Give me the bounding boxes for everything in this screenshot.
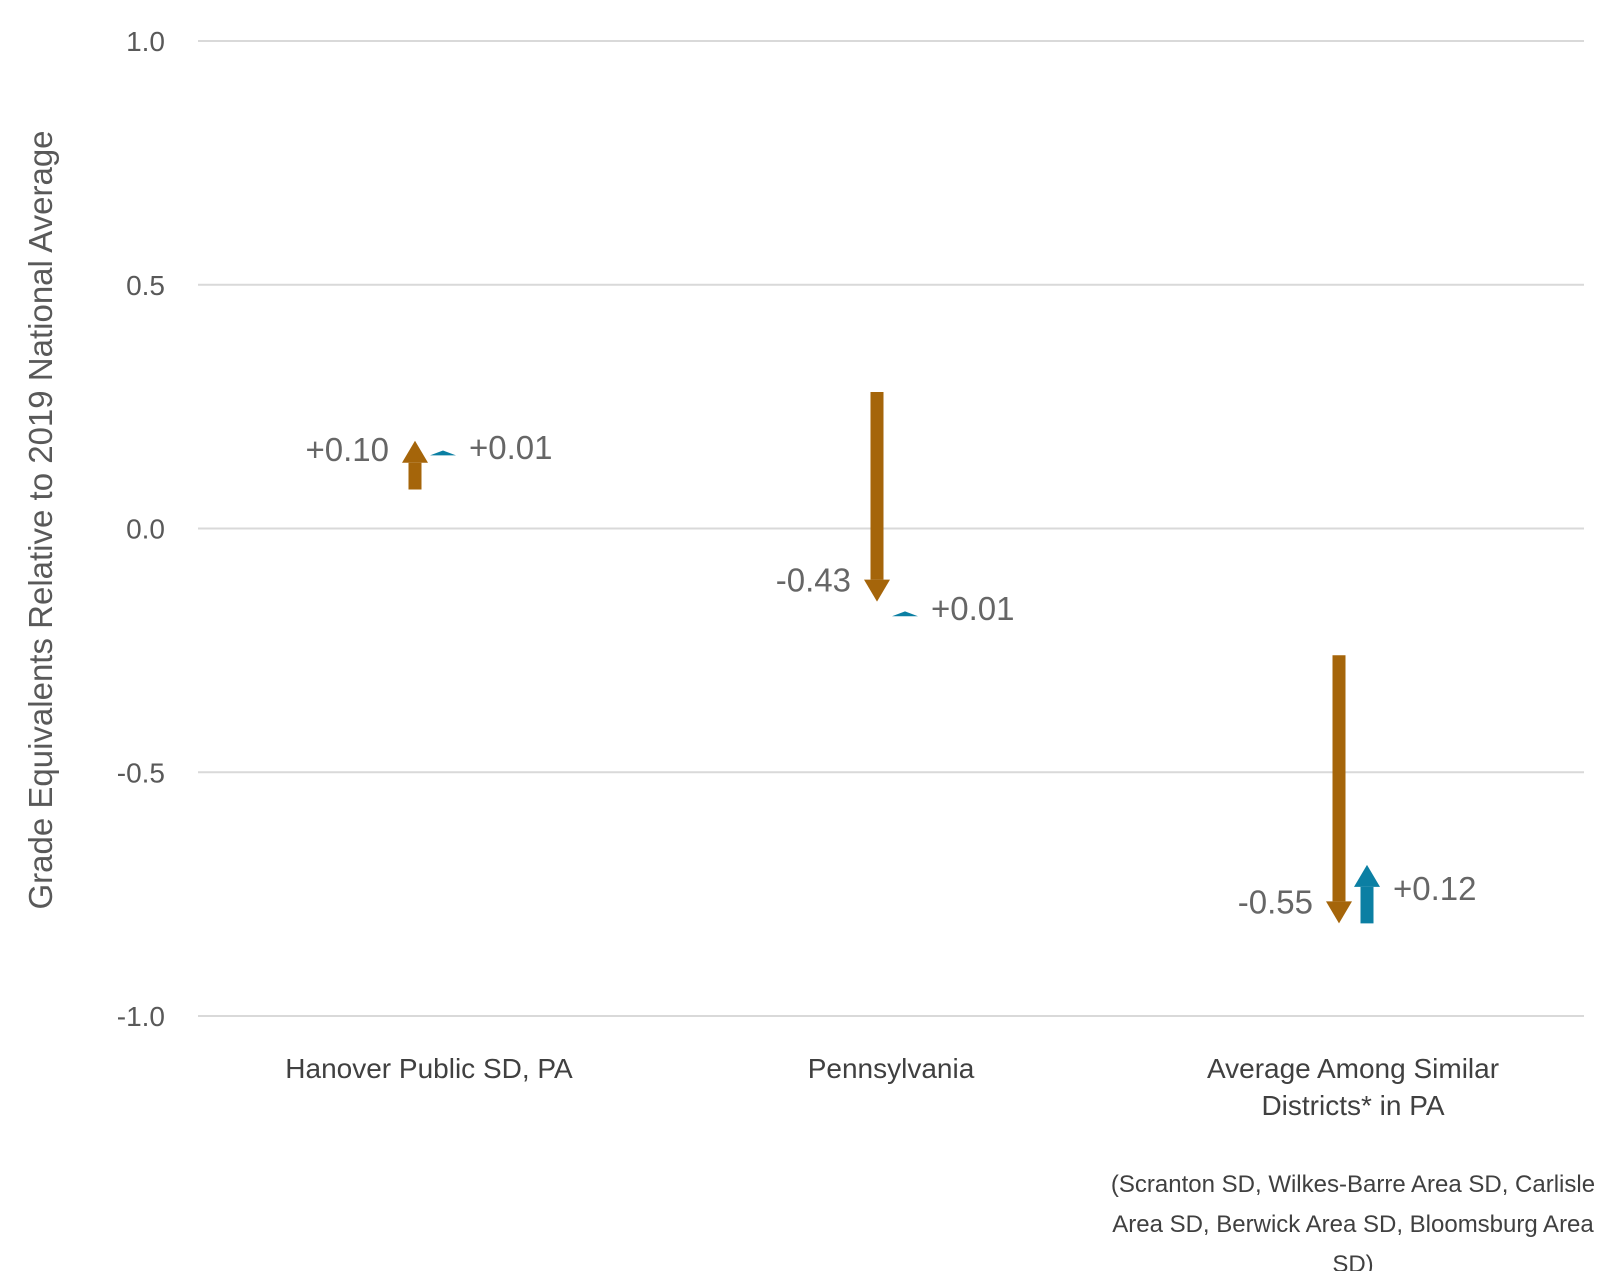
y-axis-label: Grade Equivalents Relative to 2019 Natio… [22,130,59,909]
first-change-arrow-shaft [870,392,884,580]
second-change-label: +0.12 [1393,870,1477,907]
second-change-label: +0.01 [469,429,553,466]
second-change-arrow [430,450,456,456]
x-category-label: Pennsylvania [808,1053,975,1084]
second-change-label: +0.01 [931,590,1015,627]
y-axis-ticks: 1.0 0.5 0.0 -0.5 -1.0 [117,26,165,1032]
first-change-arrow [1326,655,1352,924]
x-axis-categories: Hanover Public SD, PA Pennsylvania Average… [285,1053,1595,1271]
x-category-note: Area SD, Berwick Area SD, Bloomsburg Are… [1112,1211,1594,1238]
x-category-label: Average Among Similar [1207,1053,1499,1084]
second-change-arrow-shaft [1360,886,1374,924]
y-tick-label: 0.0 [126,514,165,545]
second-change-arrow-head [892,611,918,617]
arrow-marks: +0.10 +0.01 -0.43 +0.01 -0.55 +0.12 [306,392,1477,924]
x-category-label: Hanover Public SD, PA [285,1053,573,1084]
y-tick-label: -0.5 [117,757,165,788]
first-change-label: -0.55 [1238,883,1313,920]
first-change-arrow-head [402,440,428,463]
second-change-arrow-head [430,450,456,456]
x-category-note: SD) [1332,1251,1373,1271]
gridlines [198,40,1584,1017]
x-category-note: (Scranton SD, Wilkes-Barre Area SD, Carl… [1111,1171,1595,1198]
first-change-arrow-head [864,579,890,602]
y-tick-label: 0.5 [126,270,165,301]
second-change-arrow [1354,864,1380,924]
first-change-label: -0.43 [776,562,851,599]
first-change-arrow-shaft [408,462,422,490]
first-change-arrow [864,392,890,602]
second-change-arrow [892,611,918,617]
first-change-arrow-head [1326,901,1352,924]
x-category-label: Districts* in PA [1261,1090,1444,1121]
y-tick-label: -1.0 [117,1001,165,1032]
first-change-arrow-shaft [1332,655,1346,902]
first-change-label: +0.10 [306,431,390,468]
second-change-arrow-head [1354,864,1380,887]
first-change-arrow [402,440,428,490]
y-tick-label: 1.0 [126,26,165,57]
